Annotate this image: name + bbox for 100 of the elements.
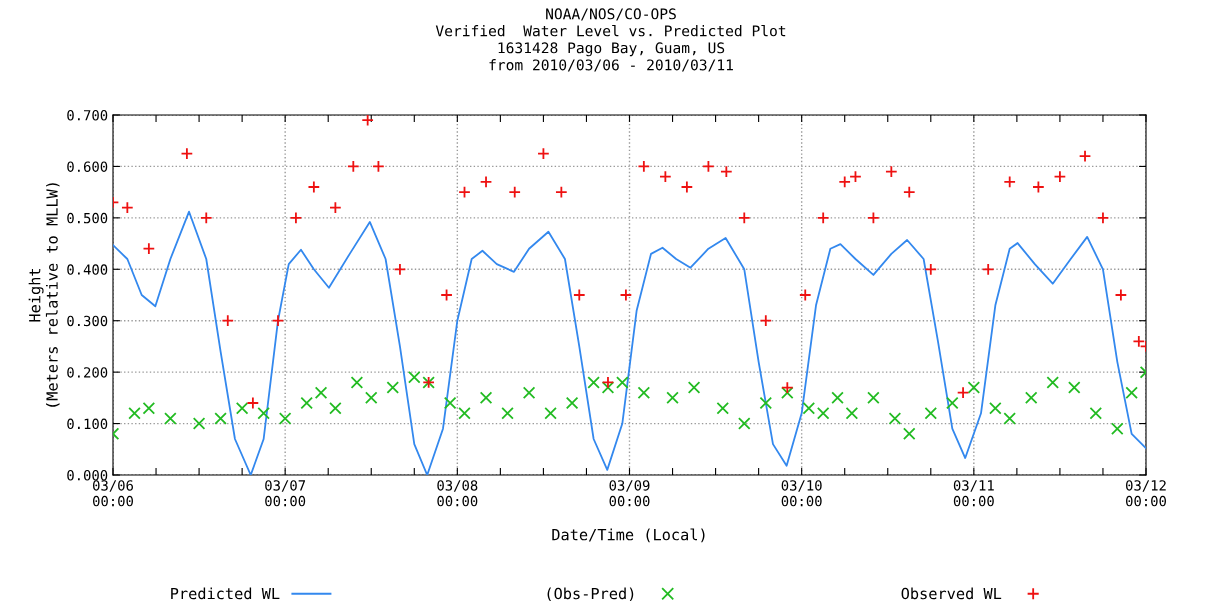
point [329,201,342,214]
point [192,417,206,430]
point [798,288,812,302]
point [781,386,794,399]
x-tick-label: 03/11 00:00 [953,480,994,507]
point [838,175,851,189]
point [637,386,651,399]
point [1046,376,1060,389]
point [544,407,557,420]
point [440,288,453,302]
y-tick-label: 0.700 [67,110,108,121]
point [702,160,715,173]
point [408,371,421,384]
point [142,242,156,255]
point [314,386,328,399]
x-tick-label: 03/08 00:00 [437,480,478,507]
point [501,407,514,420]
point [601,381,615,394]
point [619,288,633,302]
x-tick-label: 03/12 00:00 [1126,480,1166,507]
point [307,180,321,194]
point [121,201,134,214]
point [1024,391,1038,405]
point [479,175,493,189]
y-tick-label: 0.300 [67,315,108,327]
point [924,407,938,420]
point [573,288,586,302]
point [555,185,568,199]
point [759,396,773,410]
point [142,401,156,415]
y-tick-label: 0.200 [67,367,108,378]
point [802,401,816,415]
point [687,381,701,394]
point [666,391,679,405]
point [902,185,916,199]
point [720,165,733,178]
point [816,407,830,420]
x-tick-label: 03/09 00:00 [609,480,650,507]
point [956,386,970,399]
legend-label: (Obs-Pred) [547,587,634,602]
point [737,417,751,430]
point [458,185,471,199]
point [902,427,916,441]
point [443,396,457,410]
point [271,314,285,327]
y-tick-label: 0.500 [67,212,108,224]
point [372,160,385,173]
point [616,376,629,389]
point [888,412,902,425]
point [479,391,493,405]
point [885,165,898,178]
point [759,314,773,327]
point [246,396,260,410]
y-tick-label: 0.000 [67,470,108,481]
point [1078,149,1092,163]
point [1003,412,1016,425]
y-tick-label: 0.400 [67,264,108,275]
point [364,391,378,405]
point [329,401,342,415]
point [393,263,407,276]
chart-title: NOAA/NOS/CO-OPS [546,8,676,21]
point [831,391,844,405]
point [1067,381,1081,394]
point [601,376,615,389]
point [1111,422,1124,435]
point [361,115,374,127]
point [300,396,313,410]
point [164,412,177,425]
point [587,376,600,389]
point [128,407,141,420]
point [716,401,730,415]
point [849,170,862,183]
point [867,391,880,405]
point [781,381,794,394]
chart-subtitle: Verified Water Level vs. Predicted Plot 1631428 Pago Bay, Guam, US from 2010/03/06 - 2010/03/11 [435,24,786,72]
point [924,263,938,276]
point [1132,335,1146,348]
point [680,180,694,194]
point [537,147,550,160]
point [737,211,751,225]
x-axis-title: Date/Time (Local) [552,528,705,543]
point [845,407,859,420]
point [637,160,651,173]
point [180,147,194,160]
point [214,412,227,425]
point [989,401,1002,415]
point [659,170,672,183]
point [1096,211,1110,225]
point [1003,175,1016,189]
point [386,381,400,394]
y-axis-title: Height (Meters relative to MLLW) [28,183,60,407]
y-tick-label: 0.600 [67,161,108,172]
point [967,381,981,394]
point [257,407,270,420]
legend-label: Predicted WL [171,587,280,600]
point [350,376,364,389]
legend-label: Observed WL [901,587,1002,600]
point [278,412,292,425]
point [946,396,959,410]
x-tick-label: 03/10 00:00 [781,480,822,507]
